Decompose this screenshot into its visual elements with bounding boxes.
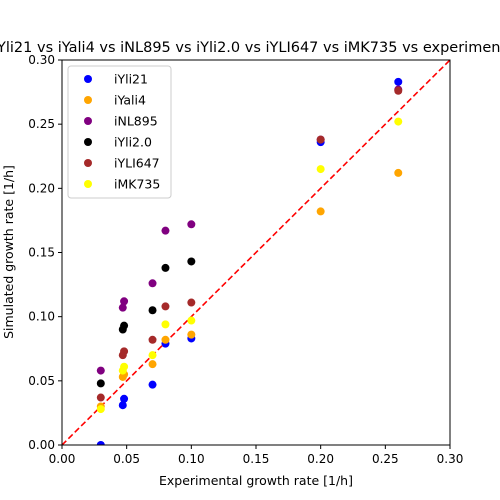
- legend-label: iYli2.0: [114, 135, 152, 150]
- point-inl895: [118, 303, 127, 312]
- y-tick-label: 0.10: [28, 310, 55, 324]
- point-iyli647: [394, 86, 403, 95]
- point-imk735: [96, 405, 105, 414]
- legend-label: iMK735: [114, 177, 160, 192]
- point-iyli647: [187, 298, 196, 307]
- legend-label: iYLI647: [114, 156, 160, 171]
- legend-marker: [84, 180, 92, 188]
- x-tick-label: 0.30: [437, 452, 464, 466]
- y-axis-label: Simulated growth rate [1/h]: [1, 165, 16, 339]
- legend-marker: [84, 96, 92, 104]
- x-tick-label: 0.10: [178, 452, 205, 466]
- point-iyli21: [394, 77, 403, 86]
- y-tick-label: 0.25: [28, 117, 55, 131]
- point-iyali4: [161, 335, 170, 344]
- y-tick-label: 0.00: [28, 438, 55, 452]
- legend-marker: [84, 138, 92, 146]
- point-imk735: [120, 362, 129, 371]
- point-inl895: [120, 297, 129, 306]
- point-iyli647: [148, 335, 157, 344]
- point-iyali4: [316, 207, 325, 216]
- point-iyli21: [148, 380, 157, 389]
- point-imk735: [187, 316, 196, 325]
- point-inl895: [96, 366, 105, 375]
- legend-box: [67, 65, 172, 199]
- point-iyali4: [148, 360, 157, 369]
- reference-line-y-equals-x: [62, 60, 450, 445]
- point-iyli647: [161, 302, 170, 311]
- x-tick-label: 0.00: [49, 452, 76, 466]
- x-axis-label: Experimental growth rate [1/h]: [159, 473, 353, 488]
- legend-marker: [84, 159, 92, 167]
- chart-title: iYli21 vs iYali4 vs iNL895 vs iYli2.0 vs…: [0, 40, 500, 56]
- point-iyli2-0: [120, 321, 129, 330]
- y-tick-label: 0.30: [28, 53, 55, 67]
- point-iyli647: [96, 393, 105, 402]
- point-iyli647: [316, 135, 325, 144]
- point-iyli2-0: [148, 306, 157, 315]
- x-tick-label: 0.20: [307, 452, 334, 466]
- y-tick-label: 0.05: [28, 374, 55, 388]
- point-inl895: [187, 220, 196, 229]
- x-tick-label: 0.05: [113, 452, 140, 466]
- y-tick-label: 0.15: [28, 246, 55, 260]
- point-imk735: [394, 117, 403, 126]
- point-iyli2-0: [96, 379, 105, 388]
- point-inl895: [148, 279, 157, 288]
- legend-label: iYli21: [114, 72, 148, 87]
- point-imk735: [148, 351, 157, 360]
- point-iyli21: [118, 401, 127, 410]
- x-tick-label: 0.15: [243, 452, 270, 466]
- point-iyali4: [394, 168, 403, 177]
- point-iyli21: [96, 441, 105, 445]
- y-tick-label: 0.20: [28, 181, 55, 195]
- point-iyli2-0: [187, 257, 196, 266]
- legend: iYli21 iYali4 iNL895 iYli2.0 iYLI647 iMK735: [67, 65, 172, 199]
- legend-marker: [84, 75, 92, 83]
- legend-marker: [84, 117, 92, 125]
- point-iyali4: [187, 330, 196, 339]
- legend-label: iNL895: [114, 114, 158, 129]
- legend-label: iYali4: [114, 93, 146, 108]
- point-imk735: [316, 165, 325, 174]
- point-iyli647: [120, 347, 129, 356]
- point-iyli21: [120, 394, 129, 403]
- x-tick-label: 0.25: [372, 452, 399, 466]
- point-inl895: [161, 226, 170, 235]
- point-imk735: [161, 320, 170, 329]
- point-iyli2-0: [161, 263, 170, 272]
